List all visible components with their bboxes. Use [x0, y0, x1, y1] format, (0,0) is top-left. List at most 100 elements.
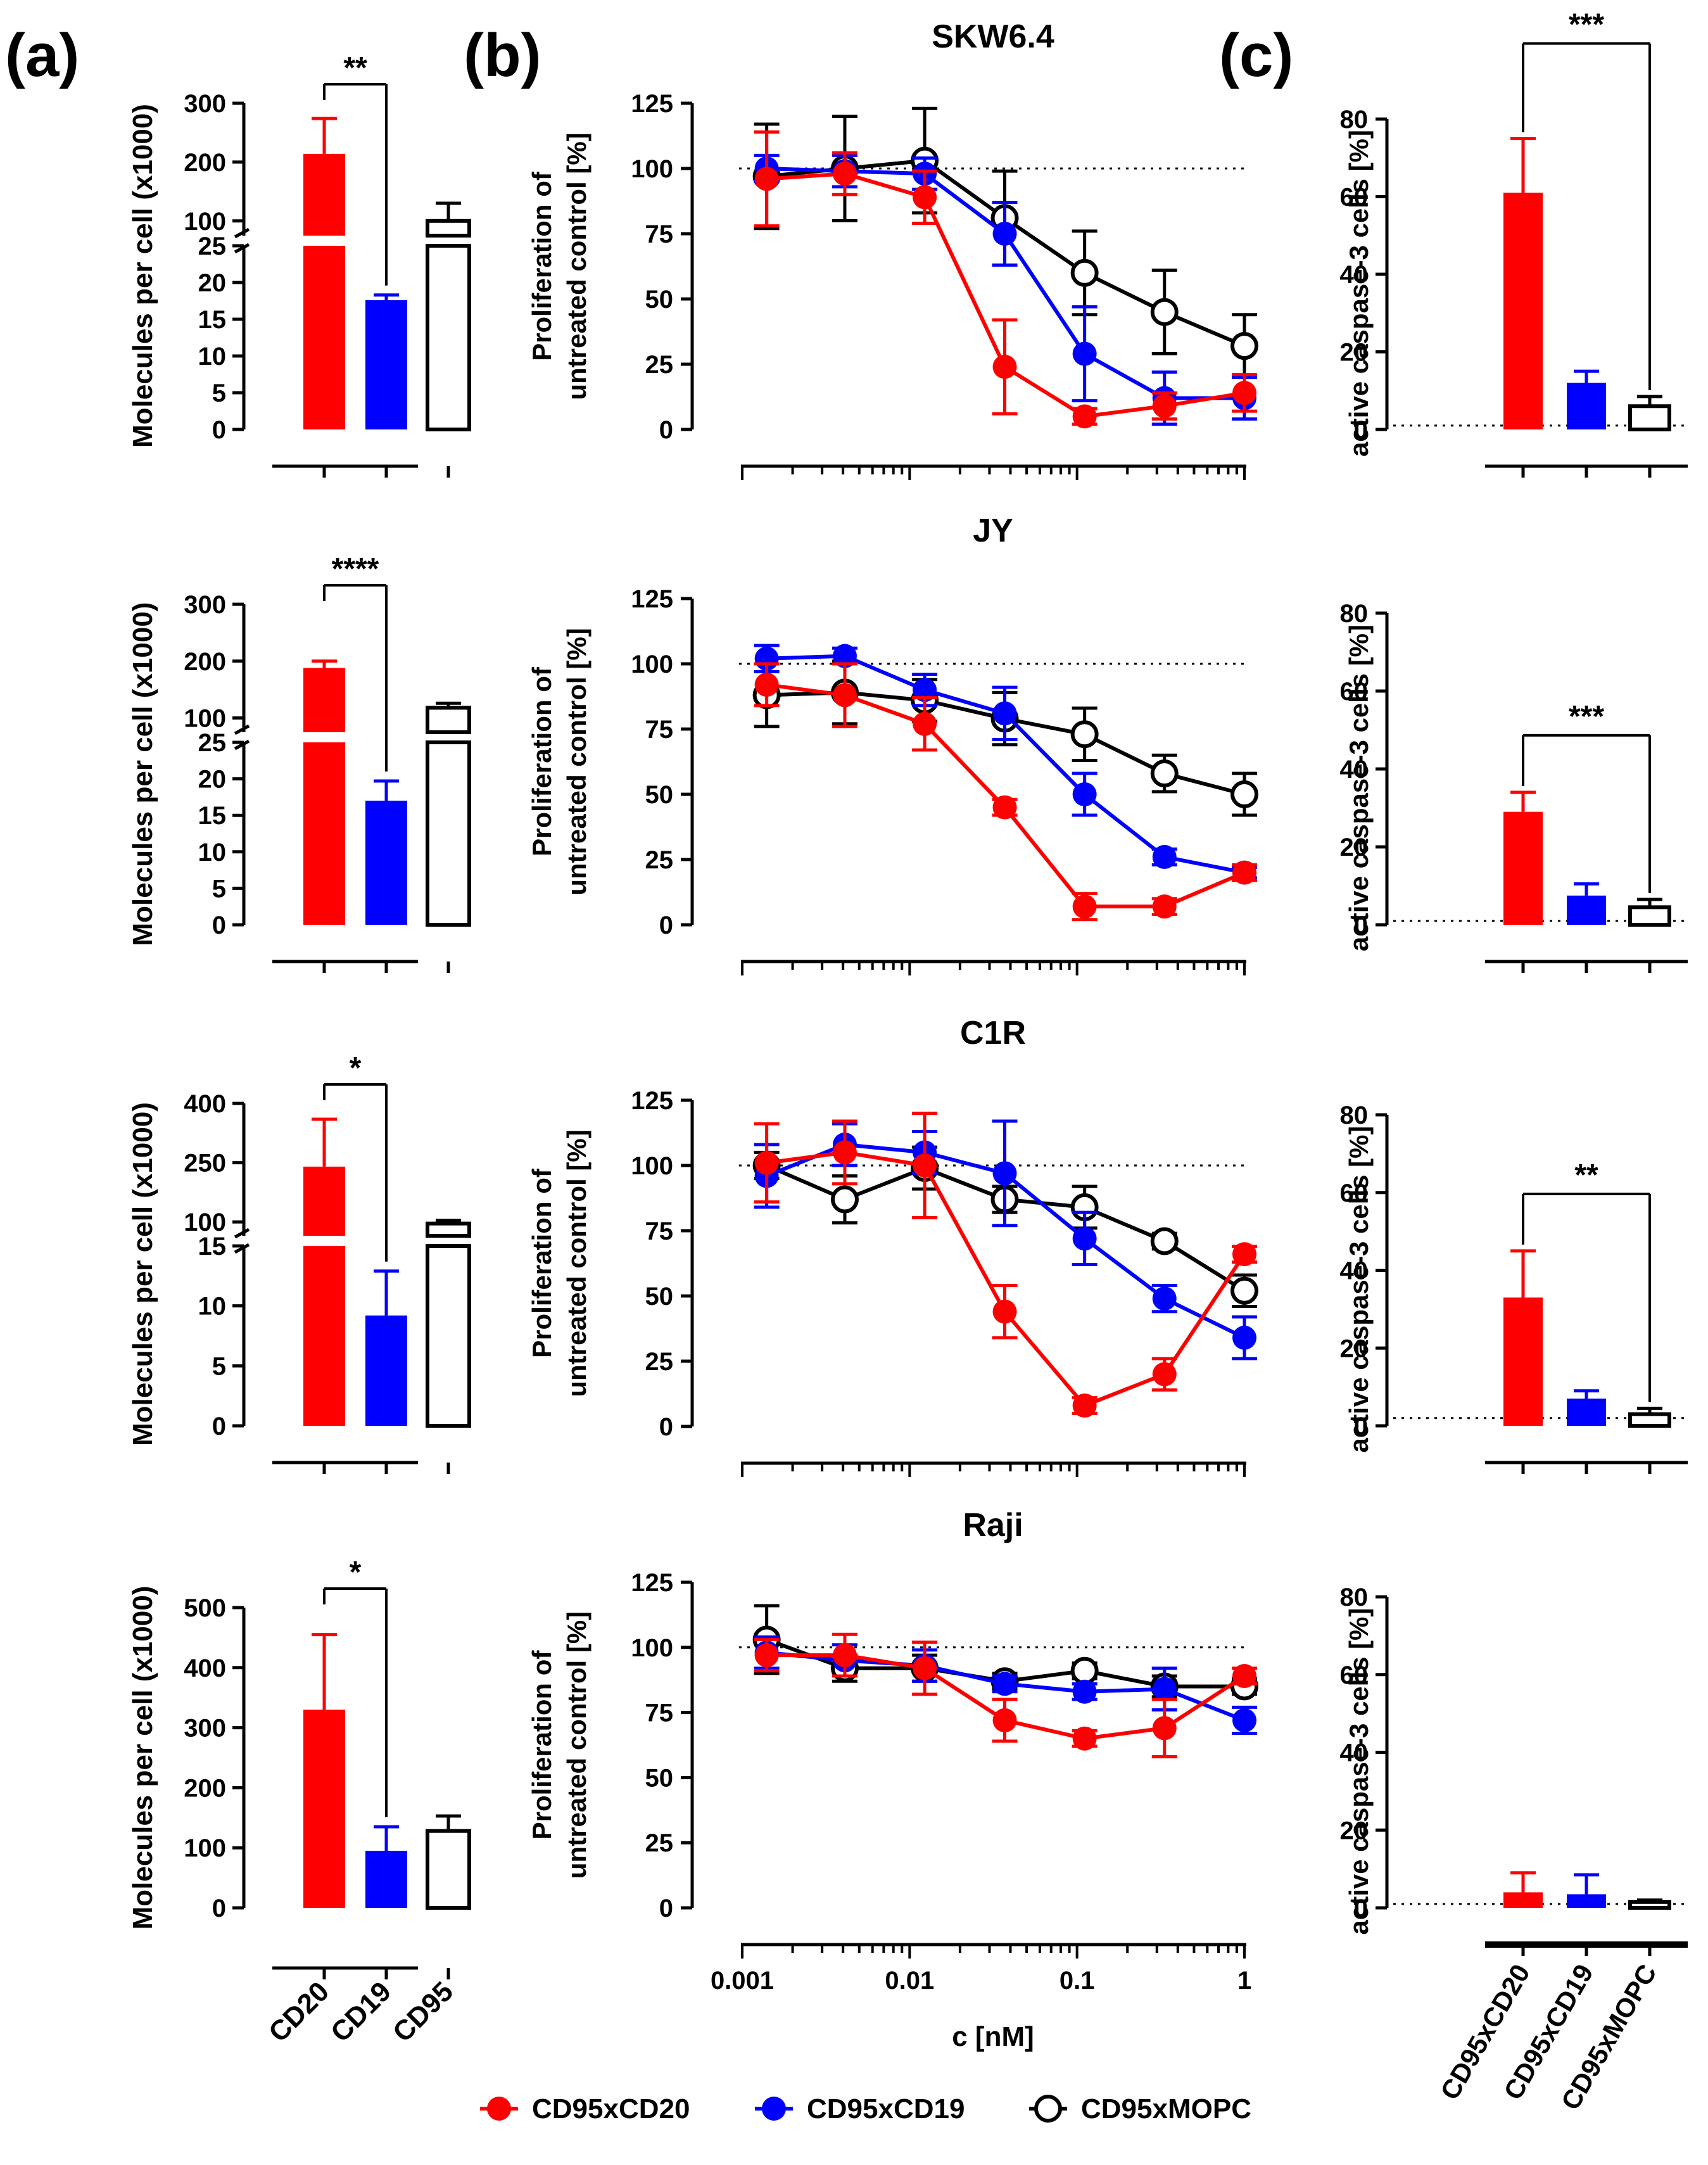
y-tick-label: 250 — [184, 1150, 226, 1178]
legend-item: CD95xMOPC — [1029, 2093, 1251, 2124]
data-point — [1232, 1325, 1256, 1350]
data-point — [1150, 759, 1179, 788]
significance-label: **** — [332, 552, 379, 586]
bar-error — [374, 1269, 399, 1316]
y-tick-label: 80 — [1340, 600, 1369, 628]
y-tick-label: 80 — [1340, 1102, 1369, 1129]
significance-label: ** — [1574, 1159, 1598, 1192]
data-point — [1232, 1708, 1256, 1732]
x-tick-label: 0.01 — [885, 1967, 934, 1995]
data-point — [992, 701, 1017, 726]
y-tick-label: 20 — [198, 766, 227, 794]
y-axis-label: active caspase-3 cells [%] — [1344, 1608, 1374, 1935]
bar-error — [436, 1219, 461, 1224]
bar-error — [1574, 882, 1599, 896]
axis-break-mark — [234, 243, 250, 254]
bar-error — [312, 1633, 337, 1710]
bar-upper — [303, 1166, 345, 1236]
y-tick-label: 20 — [1340, 834, 1369, 861]
bar — [1628, 1900, 1671, 1910]
y-tick-label: 125 — [631, 90, 673, 118]
bar-upper — [303, 668, 345, 732]
y-tick-label: 20 — [1340, 1335, 1369, 1362]
data-point — [832, 683, 857, 708]
category-label: CD95 — [387, 1976, 459, 2048]
data-point — [992, 222, 1017, 246]
data-point — [913, 678, 937, 702]
data-point — [913, 711, 937, 736]
bar — [1567, 895, 1606, 925]
data-point — [1072, 1226, 1097, 1251]
axis-break-mark — [234, 1243, 250, 1254]
y-tick-label: 20 — [198, 269, 227, 297]
legend: CD95xCD20 CD95xCD19 CD95xMOPC — [480, 2093, 1251, 2124]
y-axis-label: Molecules per cell (x1000) — [127, 104, 158, 448]
category-label: CD20 — [263, 1976, 335, 2048]
subplot-title: JY — [973, 512, 1013, 549]
y-tick-label: 100 — [631, 155, 673, 183]
panel-c-row-0: active caspase-3 cells [%]0 20 40 60 80 *** — [1340, 8, 1688, 478]
y-tick-label: 400 — [184, 1090, 226, 1118]
series-cd95xcd20 — [754, 130, 1257, 429]
y-tick-label: 125 — [631, 585, 673, 613]
y-tick-label: 125 — [631, 1569, 673, 1597]
legend-item: CD95xCD20 — [480, 2093, 690, 2124]
y-tick-label: 200 — [184, 648, 226, 676]
y-axis-label-line2: untreated control [%] — [562, 1129, 591, 1397]
bar — [1567, 1399, 1606, 1426]
bar-lower — [426, 740, 471, 927]
y-tick-label: 25 — [645, 1829, 674, 1857]
y-tick-label: 60 — [1340, 678, 1369, 706]
data-point — [1152, 1716, 1177, 1741]
y-tick-label: 20 — [1340, 339, 1369, 367]
y-axis-label-line2: untreated control [%] — [562, 1611, 591, 1879]
y-tick-label: 40 — [1340, 261, 1369, 289]
bar-error — [1574, 1389, 1599, 1399]
y-axis-label: active caspase-3 cells [%] — [1344, 625, 1374, 951]
x-tick-label: 0.1 — [1060, 1967, 1095, 1995]
data-point — [1072, 404, 1097, 429]
bar — [365, 801, 407, 925]
y-tick-label: 125 — [631, 1087, 673, 1115]
y-tick-label: 0 — [1354, 1895, 1368, 1922]
bar — [1628, 905, 1671, 927]
data-point — [1070, 258, 1099, 287]
data-point — [1150, 298, 1179, 326]
y-tick-label: 100 — [184, 1209, 226, 1236]
bar-upper — [426, 219, 471, 238]
y-axis-label: Molecules per cell (x1000) — [127, 1102, 158, 1446]
legend-label: CD95xCD19 — [807, 2093, 965, 2124]
panel-c-row-1: active caspase-3 cells [%]0 20 40 60 80 *** — [1340, 600, 1688, 973]
bar-lower — [303, 246, 345, 429]
data-point — [830, 1185, 859, 1214]
y-axis-label: Molecules per cell (x1000) — [127, 602, 158, 946]
y-tick-label: 0 — [1354, 1413, 1368, 1440]
panel-b-row-1: JY Proliferation of untreated control [%] 0… — [527, 512, 1258, 975]
bar — [1503, 811, 1543, 925]
data-point — [1232, 860, 1256, 885]
bar — [1628, 404, 1671, 431]
y-tick-label: 100 — [184, 705, 226, 733]
data-point — [913, 1153, 937, 1178]
data-point — [1152, 1362, 1177, 1387]
y-tick-label: 500 — [184, 1594, 226, 1622]
y-tick-label: 50 — [645, 1764, 674, 1792]
data-point — [1230, 332, 1258, 360]
data-point — [1072, 1679, 1097, 1704]
bar-error — [1574, 1873, 1599, 1895]
data-point — [1072, 1394, 1097, 1418]
y-tick-label: 5 — [212, 1352, 226, 1380]
y-tick-label: 100 — [184, 1834, 226, 1862]
bar-lower — [426, 244, 471, 431]
legend-label: CD95xCD20 — [532, 2093, 690, 2124]
y-axis-label-line1: Proliferation of — [527, 1168, 557, 1358]
y-tick-label: 25 — [645, 351, 674, 379]
y-tick-label: 5 — [212, 875, 226, 903]
y-tick-label: 50 — [645, 286, 674, 314]
y-tick-label: 15 — [198, 802, 227, 830]
data-point — [992, 1161, 1017, 1186]
